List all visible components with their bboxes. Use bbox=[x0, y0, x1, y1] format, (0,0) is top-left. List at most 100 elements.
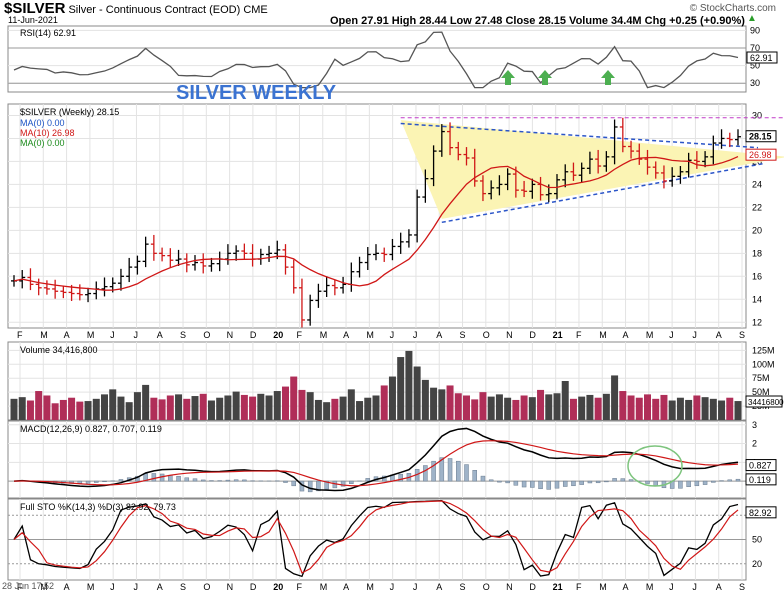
upper-trendline bbox=[400, 122, 759, 149]
x-tick-label: A bbox=[157, 330, 163, 340]
price-value-box bbox=[745, 130, 777, 143]
x-tick-label: M bbox=[40, 330, 48, 340]
up-arrow-icon bbox=[538, 70, 552, 85]
volume-bar bbox=[660, 394, 668, 420]
x-tick-label: J bbox=[133, 330, 138, 340]
x-tick-label-bottom: M bbox=[40, 582, 48, 592]
volume-bar bbox=[380, 385, 388, 420]
x-tick-label: J bbox=[390, 330, 395, 340]
x-tick-label: S bbox=[460, 330, 466, 340]
sto-label: Full STO %K(14,3) %D(3) 82.92, 79.73 bbox=[20, 502, 176, 512]
x-tick-label: S bbox=[180, 330, 186, 340]
exchange: CME bbox=[243, 4, 268, 16]
macd-histogram-bar bbox=[233, 479, 239, 482]
volume-bar bbox=[142, 384, 150, 420]
volume-bar bbox=[43, 395, 51, 420]
volume-bar bbox=[339, 396, 347, 420]
macd-histogram-bar bbox=[102, 480, 107, 482]
annotation-text: SILVER WEEKLY bbox=[176, 82, 337, 104]
volume-tick-label: 125M bbox=[752, 345, 775, 355]
panel-frame-rsi bbox=[7, 25, 747, 93]
macd-histogram-bar bbox=[735, 478, 741, 482]
volume-bar bbox=[463, 395, 470, 420]
macd-histogram-bar bbox=[702, 480, 708, 485]
macd-histogram-bar bbox=[530, 480, 535, 488]
volume-bar bbox=[10, 398, 18, 420]
volume-bar bbox=[59, 399, 67, 420]
chart-header: $SILVER Silver - Continuous Contract (EO… bbox=[4, 0, 268, 17]
macd-hist-value-label: 0.119 bbox=[749, 475, 771, 485]
macd-histogram-bar bbox=[118, 479, 124, 482]
volume-bar bbox=[726, 397, 734, 420]
macd-histogram-bar bbox=[595, 480, 601, 484]
x-tick-label: A bbox=[716, 330, 722, 340]
x-tick-label-bottom: A bbox=[436, 582, 442, 592]
volume-bar bbox=[109, 389, 117, 420]
x-tick-label: J bbox=[110, 330, 115, 340]
macd-histogram-bar bbox=[686, 480, 691, 488]
x-tick-label-bottom: N bbox=[227, 582, 234, 592]
legend-ma-10: MA(10) 26.98 bbox=[20, 128, 75, 138]
rsi-tick-label: 90 bbox=[750, 25, 760, 35]
macd-histogram-bar bbox=[653, 480, 658, 486]
stockcharts-brand: © StockCharts.com bbox=[689, 3, 776, 14]
volume-bar bbox=[734, 401, 742, 420]
macd-histogram-bar bbox=[727, 479, 733, 482]
x-tick-label: M bbox=[646, 330, 654, 340]
sto-d-line bbox=[13, 500, 739, 574]
volume-tick-label: 50M bbox=[752, 387, 770, 397]
volume-bar bbox=[199, 393, 207, 420]
sto-k-line bbox=[13, 500, 739, 578]
volume-bar bbox=[537, 389, 545, 420]
volume-bar bbox=[150, 397, 158, 420]
macd-histogram-bar bbox=[521, 480, 527, 488]
x-tick-label: A bbox=[436, 330, 442, 340]
volume-bar bbox=[158, 399, 166, 420]
macd-histogram-bar bbox=[94, 480, 99, 483]
rsi-value-box bbox=[746, 51, 778, 64]
volume-bar bbox=[693, 395, 701, 420]
macd-histogram-bar bbox=[349, 480, 354, 484]
macd-histogram-bar bbox=[242, 479, 247, 482]
x-tick-label-bottom: J bbox=[669, 582, 674, 592]
volume-bar bbox=[569, 398, 577, 420]
x-tick-label: N bbox=[227, 330, 234, 340]
x-tick-label: D bbox=[250, 330, 257, 340]
volume-bar bbox=[454, 393, 462, 420]
volume-bar bbox=[265, 395, 273, 420]
sto-tick-label: 50 bbox=[752, 535, 762, 545]
volume-bar bbox=[553, 393, 561, 420]
macd-histogram-bar bbox=[645, 480, 650, 484]
macd-histogram-bar bbox=[620, 478, 626, 482]
up-arrow-icon bbox=[601, 70, 615, 85]
volume-bar bbox=[26, 400, 34, 420]
x-tick-label: F bbox=[17, 330, 23, 340]
volume-bar bbox=[331, 398, 339, 420]
volume-bar bbox=[561, 381, 569, 420]
macd-histogram-bar bbox=[505, 480, 510, 484]
volume-bar bbox=[282, 386, 289, 420]
x-tick-label-bottom: D bbox=[250, 582, 257, 592]
volume-bar bbox=[133, 392, 141, 420]
macd-histogram-bar bbox=[200, 479, 206, 482]
volume-bar bbox=[347, 389, 355, 420]
volume-bar bbox=[372, 395, 380, 420]
x-tick-label-bottom: S bbox=[180, 582, 186, 592]
macd-histogram-bar bbox=[307, 480, 313, 493]
footer-date: 28 Jun 17:52 bbox=[2, 581, 55, 591]
panel-frame-price bbox=[7, 103, 747, 329]
x-tick-label: A bbox=[623, 330, 629, 340]
volume-bar bbox=[718, 400, 726, 420]
x-tick-label-bottom: M bbox=[599, 582, 607, 592]
macd-histogram-bar bbox=[291, 480, 296, 487]
macd-histogram-bar bbox=[480, 475, 486, 482]
macd-tick-label: 3 bbox=[752, 420, 757, 430]
macd-histogram-bar bbox=[225, 479, 231, 482]
macd-histogram-bar bbox=[151, 473, 157, 482]
volume-bar bbox=[76, 401, 84, 420]
price-tick-label: 12 bbox=[752, 317, 762, 327]
ma10-value-box bbox=[745, 148, 777, 161]
x-tick-label: O bbox=[203, 330, 210, 340]
x-tick-label-bottom: S bbox=[739, 582, 745, 592]
macd-histogram-bar bbox=[283, 480, 288, 483]
